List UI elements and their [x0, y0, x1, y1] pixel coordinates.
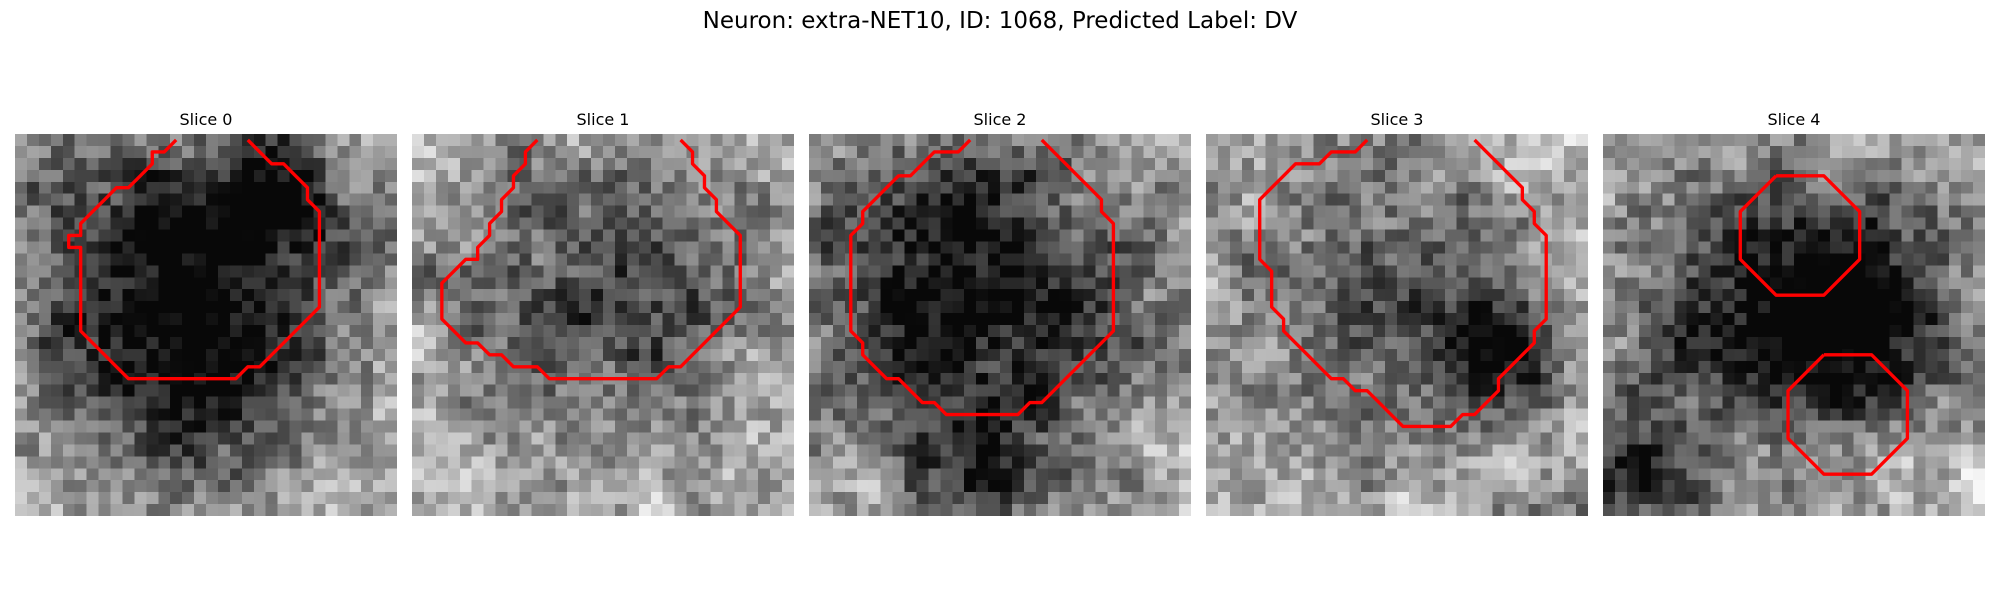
contour-overlay — [1738, 174, 1910, 476]
slice-title: Slice 1 — [576, 110, 630, 129]
slice-panel-4: Slice 4 — [1603, 109, 1985, 516]
slice-image — [1206, 134, 1588, 516]
slice-panel-2: Slice 2 — [809, 109, 1191, 516]
contour-overlay — [1258, 138, 1548, 429]
grayscale-micrograph — [1603, 134, 1985, 516]
grayscale-micrograph — [1206, 134, 1588, 516]
slice-image — [15, 134, 397, 516]
roi-contour — [67, 138, 322, 381]
grayscale-micrograph — [809, 134, 1191, 516]
contour-overlay — [849, 138, 1116, 417]
contour-overlay — [67, 138, 322, 381]
slice-image — [412, 134, 794, 516]
roi-contour — [1738, 174, 1862, 297]
slice-panel-1: Slice 1 — [412, 109, 794, 516]
slice-title: Slice 3 — [1370, 110, 1424, 129]
roi-contour — [1258, 138, 1548, 429]
roi-contour — [440, 138, 742, 381]
slice-panel-3: Slice 3 — [1206, 109, 1588, 516]
slice-image — [809, 134, 1191, 516]
roi-contour — [849, 138, 1116, 417]
slice-title: Slice 0 — [179, 110, 233, 129]
slice-title: Slice 2 — [973, 110, 1027, 129]
slice-panel-0: Slice 0 — [15, 109, 397, 516]
figure-title: Neuron: extra-NET10, ID: 1068, Predicted… — [702, 8, 1298, 34]
slice-title: Slice 4 — [1767, 110, 1821, 129]
roi-contour — [1786, 353, 1910, 476]
grayscale-micrograph — [15, 134, 397, 516]
grayscale-micrograph — [412, 134, 794, 516]
contour-overlay — [440, 138, 742, 381]
slice-image — [1603, 134, 1985, 516]
